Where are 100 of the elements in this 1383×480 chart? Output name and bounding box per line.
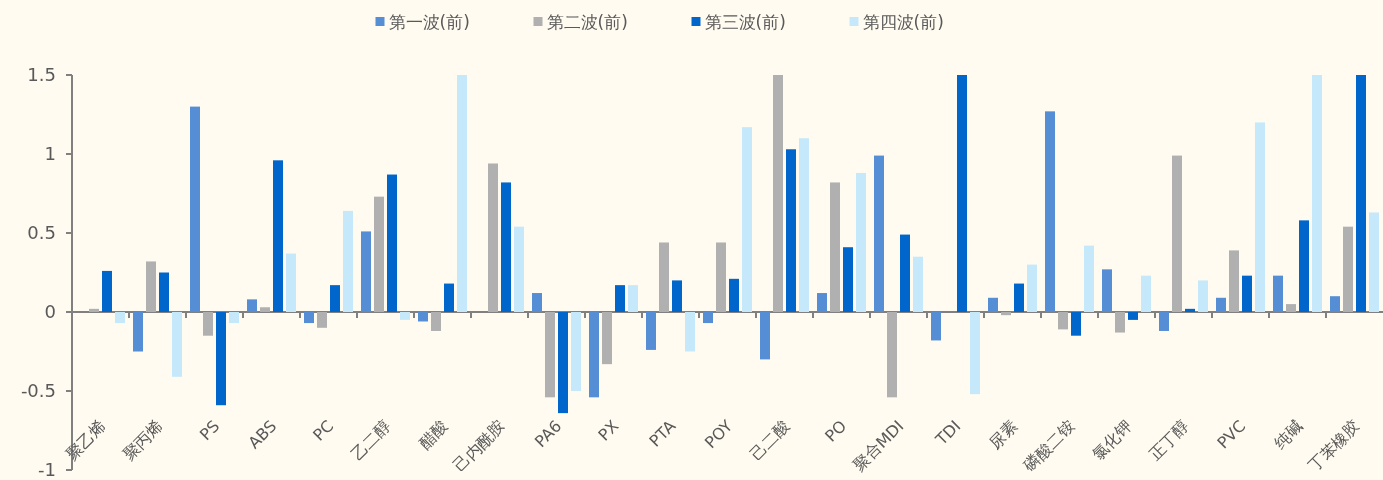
bar [229,312,239,324]
bar [1356,75,1366,312]
x-tick-label: PC [309,416,338,445]
bar [133,312,143,352]
x-tick-label: PA6 [530,416,566,451]
bar [988,297,998,312]
bar [444,283,454,312]
x-tick-label: PTA [645,416,680,451]
bar [203,312,213,336]
bar [190,106,200,312]
bar [1071,312,1081,336]
bar [799,138,809,312]
bar [1159,312,1169,331]
bar [856,172,866,312]
bar [431,312,441,331]
bar [159,272,169,312]
bar [1299,220,1309,312]
bar [545,312,555,398]
x-tick-label: PO [821,416,851,446]
bar [1198,280,1208,312]
bar [1255,122,1265,312]
bar [1001,312,1011,316]
bar [571,312,581,391]
bar [742,127,752,312]
y-tick-label: 0.5 [27,222,56,243]
legend-label: 第三波(前) [704,12,786,32]
legend-label: 第二波(前) [546,12,628,32]
bar [1172,155,1182,312]
bar [602,312,612,365]
x-tick-label: PX [594,416,623,445]
bar [716,242,726,312]
bar [615,285,625,312]
bar [418,312,428,322]
bar [830,182,840,312]
bar [115,312,125,324]
x-tick-label: 氯化钾 [1087,416,1136,464]
y-tick-label: 1.5 [27,64,56,85]
bar [913,256,923,312]
x-tick-label: 聚乙烯 [61,416,110,464]
bar [102,270,112,312]
y-tick-label: 0 [44,301,56,322]
bar [1128,312,1138,320]
bar [628,285,638,312]
bar [1330,296,1340,312]
bar [817,293,827,312]
bar [786,149,796,312]
bar [1058,312,1068,330]
bar [330,285,340,312]
bar [1027,264,1037,312]
bar [457,75,467,312]
bar [400,312,410,320]
bar [970,312,980,395]
bar [760,312,770,360]
bar [659,242,669,312]
bar [729,278,739,312]
bar [558,312,568,414]
bar [260,307,270,312]
bar [286,253,296,312]
y-tick-label: 1 [44,143,56,164]
bar [216,312,226,406]
x-tick-label: TDI [931,416,965,450]
bar [1273,275,1283,312]
bar [773,75,783,312]
bar [957,75,967,312]
bar [1115,312,1125,333]
bar [532,293,542,312]
bar [172,312,182,377]
bar [1045,111,1055,312]
bar [646,312,656,350]
bar [1014,283,1024,312]
bar [1185,308,1195,312]
legend-label: 第四波(前) [862,12,944,32]
y-tick-label: -0.5 [20,380,56,401]
bar [1369,212,1379,312]
bar [343,210,353,312]
x-tick-label: 纯碱 [1270,416,1307,453]
y-tick-label: -1 [38,459,56,480]
bar [374,196,384,312]
bar [146,261,156,312]
bar [1312,75,1322,312]
bar [501,182,511,312]
bar [317,312,327,328]
bar [1242,275,1252,312]
bar [843,247,853,312]
bar [1216,297,1226,312]
bar [931,312,941,341]
bar [387,174,397,312]
bar [1229,250,1239,312]
bar [1141,275,1151,312]
x-tick-label: 醋酸 [415,416,452,453]
x-tick-label: 丁苯橡胶 [1304,416,1364,476]
bar [874,155,884,312]
bar [514,226,524,312]
bar [1343,226,1353,312]
bar [589,312,599,398]
bar [900,234,910,312]
bar [304,312,314,324]
bar [1084,245,1094,312]
x-tick-label: 正丁醇 [1144,416,1193,464]
x-tick-label: 己内酰胺 [449,416,509,476]
